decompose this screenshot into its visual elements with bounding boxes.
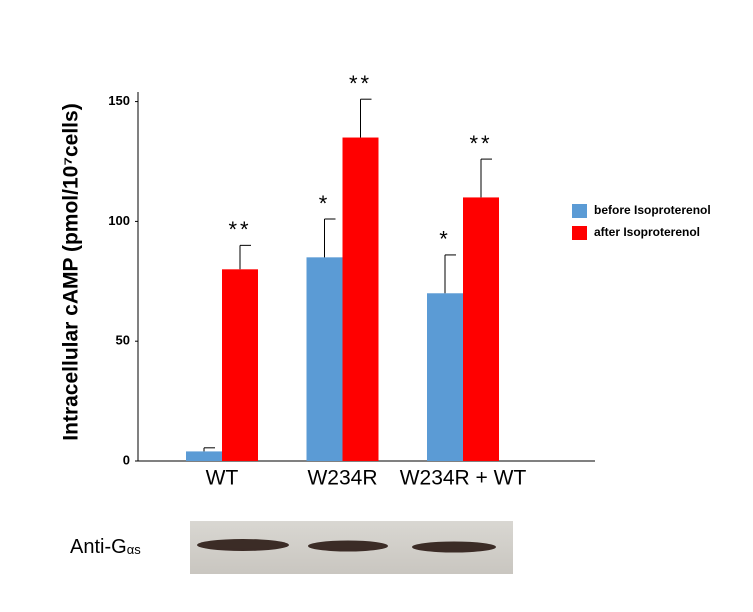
bar [306, 257, 343, 461]
legend-swatch [572, 204, 587, 218]
x-tick-label: W234R + WT [400, 467, 527, 490]
blot-band [412, 541, 496, 553]
bar [222, 269, 258, 461]
bar [427, 293, 463, 461]
significance-marker: * [439, 227, 451, 252]
significance-marker: ** [349, 71, 372, 96]
blot-label: Anti-Gαs [70, 536, 141, 558]
x-tick-label: W234R [307, 467, 377, 490]
significance-marker: ** [228, 217, 251, 242]
significance-marker: ** [469, 131, 492, 156]
significance-marker: * [319, 191, 331, 216]
blot-band [308, 540, 388, 552]
x-tick-label: WT [206, 467, 239, 490]
y-tick-label: 0 [123, 452, 130, 467]
bar [463, 197, 499, 461]
y-tick-label: 50 [116, 333, 130, 348]
legend-label: after Isoproterenol [594, 225, 700, 239]
y-tick-label: 100 [108, 213, 130, 228]
legend-label: before Isoproterenol [594, 203, 711, 217]
y-tick-label: 150 [108, 93, 130, 108]
legend-swatch [572, 226, 587, 240]
bar [186, 451, 222, 461]
blot-band [197, 539, 289, 551]
blot-label-subscript: αs [127, 542, 142, 557]
bar [342, 137, 379, 461]
y-axis-label: Intracellular cAMP (pmol/10⁷cells) [60, 103, 83, 440]
blot-label-main: Anti-G [70, 536, 127, 558]
